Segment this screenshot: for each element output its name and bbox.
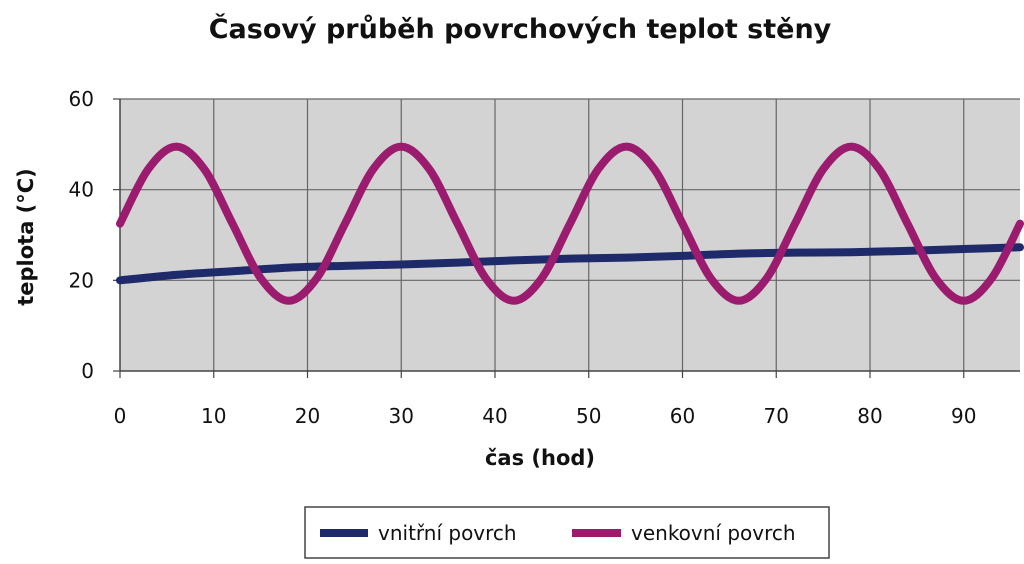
x-tick-label: 90 [951,404,976,428]
plot-area [120,99,1020,371]
x-tick-label: 30 [389,404,414,428]
y-axis-title: teplota (°C) [14,168,38,306]
chart-title: Časový průběh povrchových teplot stěny [209,13,832,45]
series-lines [116,142,1024,305]
y-tick-label: 60 [69,87,94,111]
x-axis-title: čas (hod) [485,446,595,470]
x-tick-label: 70 [764,404,789,428]
x-tick-label: 80 [857,404,882,428]
x-tick-label: 0 [114,404,127,428]
legend-label-venkovni: venkovní povrch [631,521,796,545]
axes [113,98,1020,378]
y-tick-label: 40 [69,178,94,202]
series-line-vnitrni-povrch [116,243,1024,285]
y-tick-labels: 0 20 40 60 [69,87,94,383]
series-line-venkovni-povrch [116,142,1024,305]
x-tick-label: 50 [576,404,601,428]
x-tick-label: 40 [482,404,507,428]
x-tick-label: 60 [670,404,695,428]
x-tick-label: 20 [295,404,320,428]
y-tick-label: 20 [69,268,94,292]
legend: vnitřní povrch venkovní povrch [304,506,830,559]
legend-box [304,506,830,559]
x-tick-label: 10 [201,404,226,428]
legend-label-vnitrni: vnitřní povrch [378,521,517,545]
x-tick-labels: 0 10 20 30 40 50 60 70 80 90 [114,404,977,428]
y-tick-label: 0 [81,359,94,383]
